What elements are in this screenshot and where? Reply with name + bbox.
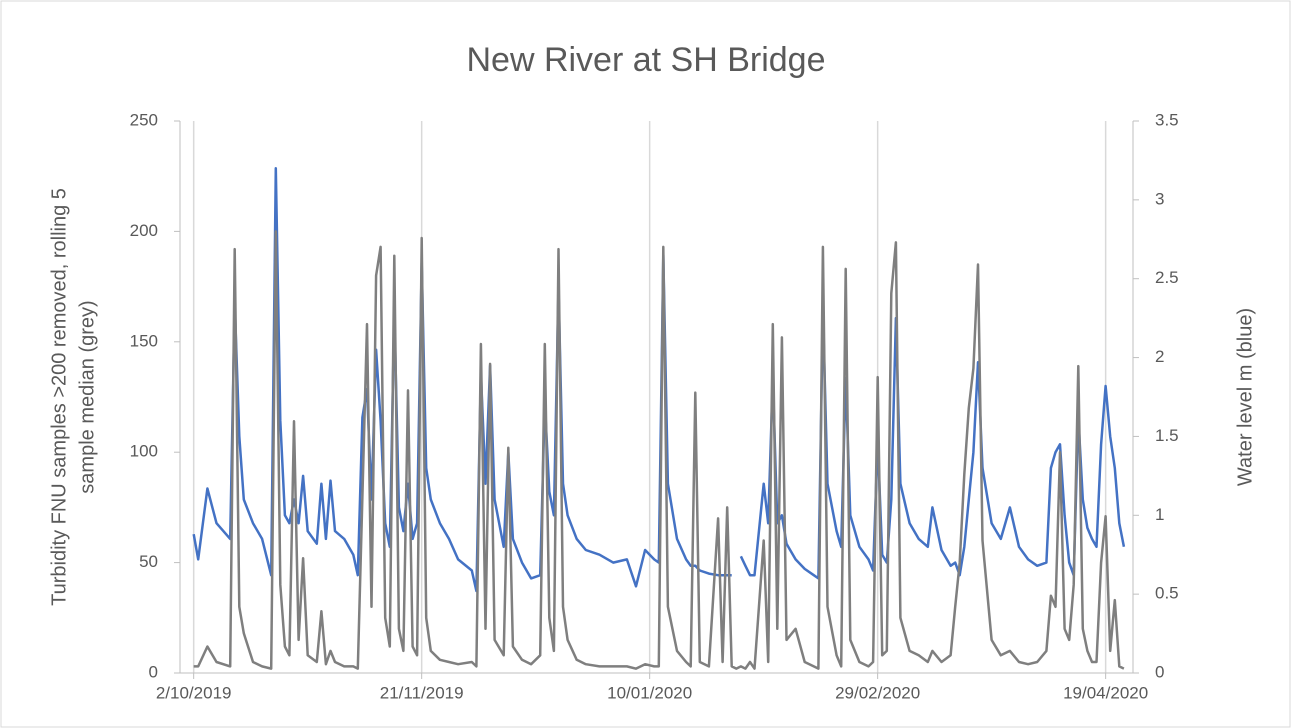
x-tick-label: 10/01/2020 xyxy=(607,683,692,702)
y-tick-label: 150 xyxy=(130,331,158,350)
y2-axis-title: Water level m (blue) xyxy=(1234,308,1256,486)
y2-tick-label: 2.5 xyxy=(1155,268,1179,287)
y2-tick-label: 3.5 xyxy=(1155,110,1179,129)
y2-tick-label: 2 xyxy=(1155,347,1164,366)
x-tick-label: 21/11/2019 xyxy=(380,683,464,702)
y2-tick-label: 3 xyxy=(1155,189,1164,208)
y2-tick-label: 1 xyxy=(1155,505,1164,524)
y-tick-label: 50 xyxy=(139,552,158,571)
x-tick-label: 2/10/2019 xyxy=(156,683,232,702)
chart-title: New River at SH Bridge xyxy=(466,41,825,79)
x-tick-label: 19/04/2020 xyxy=(1063,683,1148,702)
y2-tick-label: 0.5 xyxy=(1155,584,1179,603)
series-line xyxy=(193,230,1125,670)
x-tick-label: 29/02/2020 xyxy=(835,683,920,702)
y-axis-title: Turbidity FNU samples >200 removed, roll… xyxy=(48,188,70,606)
y-axis-title: sample median (grey) xyxy=(76,300,98,493)
y2-tick-label: 0 xyxy=(1155,662,1164,681)
y-tick-label: 0 xyxy=(149,662,158,681)
y-tick-label: 250 xyxy=(130,110,158,129)
y-tick-label: 100 xyxy=(130,442,158,461)
y-tick-label: 200 xyxy=(130,221,158,240)
y2-tick-label: 1.5 xyxy=(1155,426,1179,445)
